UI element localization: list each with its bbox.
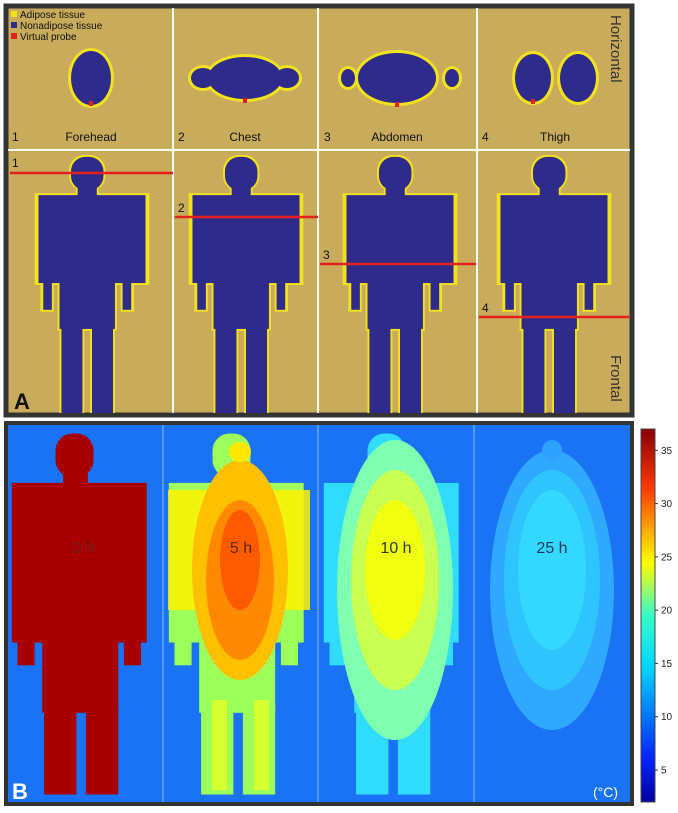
time-label-0h: 0 h	[73, 540, 95, 557]
probe-marker	[395, 102, 399, 107]
thermal-body-25h	[490, 440, 614, 730]
colorbar-tick-label: 30	[661, 499, 673, 510]
panel-a-letter: A	[14, 389, 30, 414]
colorbar-tick-label: 15	[661, 659, 673, 670]
colorbar-tick-label: 10	[661, 712, 673, 723]
colorbar-tick-label: 20	[661, 606, 673, 617]
panel-b-letter: B	[12, 779, 28, 804]
colorbar-tick-label: 5	[661, 766, 667, 777]
legend-label-probe: Virtual probe	[20, 32, 77, 43]
section-number-3: 3	[324, 130, 331, 144]
temperature-unit: (°C)	[593, 784, 618, 800]
colorbar: 35 30 25 20 15 10 5	[640, 428, 673, 803]
probe-marker	[243, 98, 247, 103]
legend-label-nonadipose: Nonadipose tissue	[20, 21, 103, 32]
horizontal-label: Horizontal	[607, 15, 624, 83]
colorbar-scale	[640, 428, 656, 803]
cross-section-chest	[188, 54, 302, 103]
section-number-4: 4	[482, 130, 489, 144]
legend-swatch-probe	[11, 33, 17, 39]
thermal-body-10h	[323, 433, 459, 795]
cross-section-thigh	[512, 51, 599, 105]
time-label-5h: 5 h	[230, 540, 252, 557]
probe-number-1: 1	[12, 156, 19, 170]
cross-section-abdomen	[338, 50, 462, 107]
probe-number-2: 2	[178, 201, 185, 215]
panel-a: 1 Forehead 2 Chest 3 Abdomen 4 Thigh 1 2…	[3, 3, 635, 418]
legend: Adipose tissue Nonadipose tissue Virtual…	[11, 10, 103, 43]
legend-swatch-adipose	[11, 11, 17, 17]
probe-number-4: 4	[482, 301, 489, 315]
probe-marker	[531, 99, 535, 104]
colorbar-tick-label: 25	[661, 552, 673, 563]
section-number-2: 2	[178, 130, 185, 144]
probe-marker	[89, 101, 93, 106]
colorbar-ticks: 35 30 25 20 15 10 5	[655, 446, 673, 777]
section-name-abdomen: Abdomen	[371, 130, 422, 144]
panel-b: 0 h 5 h 10 h 25 h B (°C)	[4, 421, 634, 806]
section-name-chest: Chest	[229, 130, 261, 144]
thermal-body-5h	[168, 433, 310, 795]
legend-swatch-nonadipose	[11, 22, 17, 28]
time-label-10h: 10 h	[380, 540, 411, 557]
cross-section-forehead	[68, 48, 114, 108]
legend-label-adipose: Adipose tissue	[20, 10, 85, 21]
frontal-label: Frontal	[607, 355, 624, 402]
probe-number-3: 3	[323, 248, 330, 262]
section-name-thigh: Thigh	[540, 130, 570, 144]
time-label-25h: 25 h	[536, 540, 567, 557]
section-name-forehead: Forehead	[65, 130, 116, 144]
colorbar-tick-label: 35	[661, 446, 673, 457]
section-number-1: 1	[12, 130, 19, 144]
